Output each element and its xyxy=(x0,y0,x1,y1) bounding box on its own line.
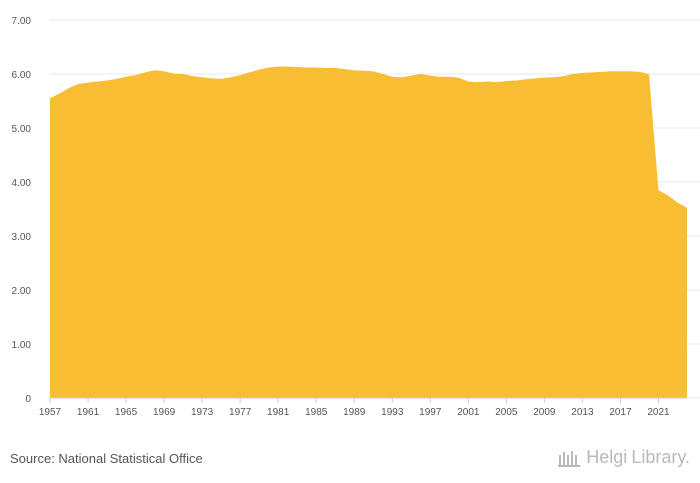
y-tick-label: 0 xyxy=(25,394,31,405)
x-tick-label: 2017 xyxy=(609,407,632,418)
x-tick-label: 1973 xyxy=(191,407,214,418)
x-tick-label: 1997 xyxy=(419,407,442,418)
x-tick-label: 2009 xyxy=(533,407,556,418)
y-tick-label: 4.00 xyxy=(12,178,32,189)
y-tick-label: 3.00 xyxy=(12,232,32,243)
x-tick-label: 1961 xyxy=(77,407,100,418)
x-tick-label: 2005 xyxy=(495,407,518,418)
area-series xyxy=(50,66,687,398)
x-tick-label: 1977 xyxy=(229,407,252,418)
x-tick-label: 2021 xyxy=(647,407,670,418)
y-tick-label: 7.00 xyxy=(12,16,32,27)
plot-area xyxy=(50,66,687,398)
logo-text-helgi: Helgi xyxy=(586,447,628,467)
library-building-icon xyxy=(558,450,581,467)
x-axis: 1957 1961 1965 1969 1973 1977 1981 1985 1989 1993… xyxy=(39,397,687,418)
helgi-library-logo: Helgi Library. xyxy=(558,447,690,468)
x-tick-label: 1969 xyxy=(153,407,176,418)
logo-text-library: Library. xyxy=(631,447,690,467)
x-tick-label: 1993 xyxy=(381,407,404,418)
source-note: Source: National Statistical Office xyxy=(10,451,203,466)
x-tick-label: 1965 xyxy=(115,407,138,418)
x-tick-label: 2013 xyxy=(571,407,594,418)
x-tick-label: 1957 xyxy=(39,407,62,418)
y-tick-label: 5.00 xyxy=(12,124,32,135)
x-tick-label: 1989 xyxy=(343,407,366,418)
x-tick-label: 1985 xyxy=(305,407,328,418)
y-tick-label: 1.00 xyxy=(12,340,32,351)
x-tick-label: 1981 xyxy=(267,407,290,418)
y-axis: 0 1.00 2.00 3.00 4.00 5.00 6.00 7.00 xyxy=(12,16,32,405)
y-tick-label: 2.00 xyxy=(12,286,32,297)
y-tick-label: 6.00 xyxy=(12,70,32,81)
x-tick-label: 2001 xyxy=(457,407,480,418)
